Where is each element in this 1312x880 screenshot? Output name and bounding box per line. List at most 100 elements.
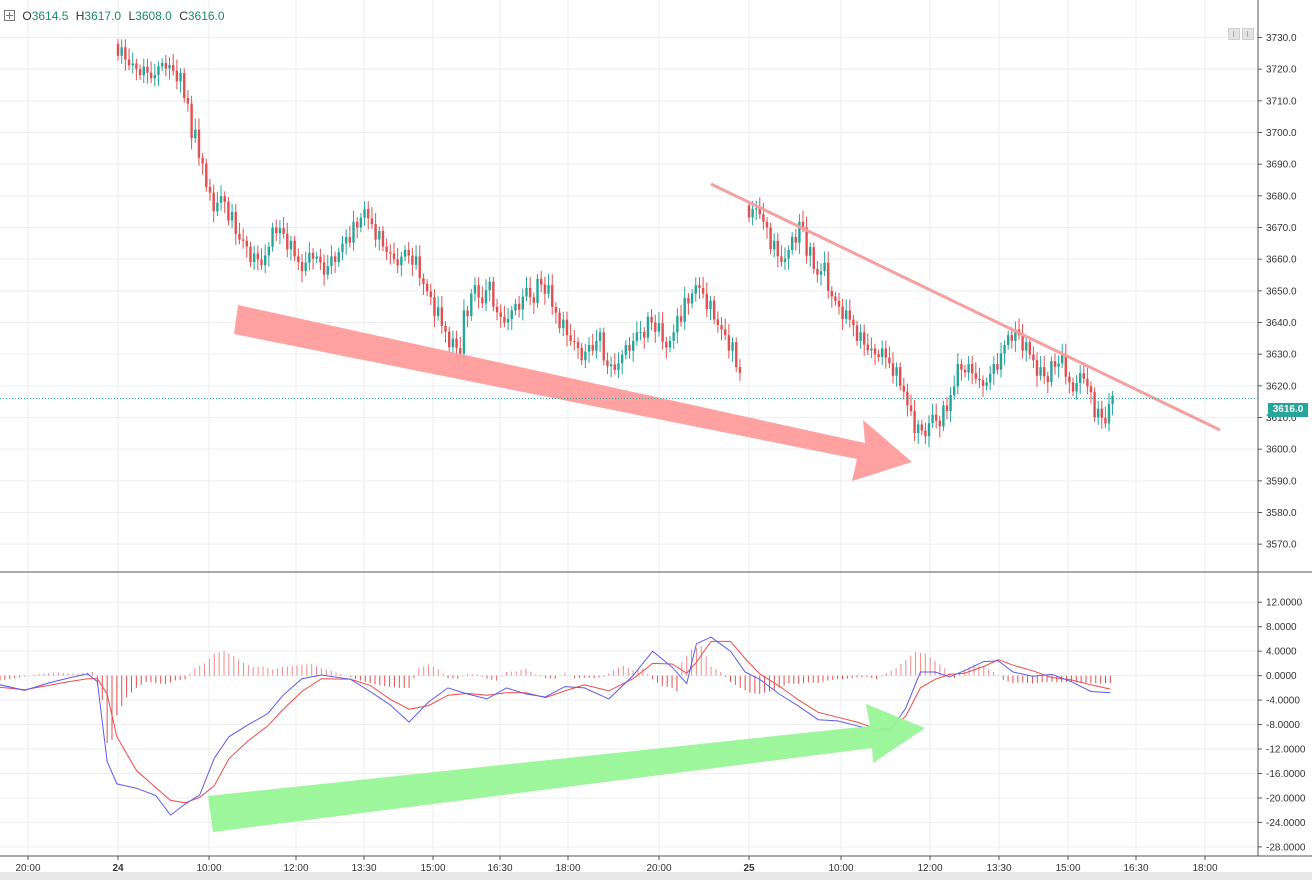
candle-body bbox=[791, 237, 794, 250]
macd-lines bbox=[0, 636, 1111, 816]
candle-body bbox=[870, 348, 873, 351]
candle-body bbox=[481, 297, 484, 304]
macd-tick-label: 0.0000 bbox=[1266, 671, 1297, 682]
candle-body bbox=[712, 300, 716, 320]
candle-body bbox=[805, 227, 808, 256]
candle-body bbox=[1079, 373, 1082, 383]
candle-body bbox=[798, 221, 801, 243]
candle-body bbox=[731, 342, 734, 351]
candle-body bbox=[433, 297, 436, 316]
candle-body bbox=[1086, 378, 1089, 387]
candle-body bbox=[396, 259, 399, 266]
candle-body bbox=[646, 316, 650, 338]
candle-body bbox=[521, 296, 524, 310]
candle-body bbox=[762, 214, 765, 222]
price-tick-label: 3610.0 bbox=[1266, 413, 1297, 424]
candle-body bbox=[845, 310, 848, 320]
candle-body bbox=[613, 364, 616, 370]
candle-body bbox=[543, 284, 547, 294]
candle-body bbox=[212, 192, 215, 212]
candle-body bbox=[628, 344, 631, 351]
candle-body bbox=[672, 332, 675, 341]
price-tick-label: 3670.0 bbox=[1266, 223, 1297, 234]
scale-up-icon[interactable] bbox=[1242, 28, 1254, 40]
candle-body bbox=[153, 74, 156, 79]
candle-body bbox=[374, 224, 377, 240]
candle-body bbox=[160, 62, 164, 67]
candle-body bbox=[967, 363, 970, 373]
drawings[interactable] bbox=[208, 182, 1221, 832]
candle-body bbox=[812, 247, 815, 269]
candle-body bbox=[127, 59, 131, 66]
candle-body bbox=[873, 348, 877, 355]
time-tick-label: 10:00 bbox=[828, 863, 853, 874]
candle-body bbox=[418, 256, 421, 279]
candle-body bbox=[1071, 382, 1075, 392]
candle-body bbox=[859, 332, 862, 341]
candle-body bbox=[780, 256, 783, 263]
candle-body bbox=[587, 344, 591, 352]
candle-body bbox=[562, 319, 565, 329]
candle-body bbox=[1014, 329, 1017, 341]
candle-body bbox=[981, 380, 985, 386]
candle-body bbox=[514, 303, 517, 311]
candle-body bbox=[1043, 367, 1046, 377]
candle-body bbox=[1039, 367, 1042, 376]
price-tick-label: 3600.0 bbox=[1266, 445, 1297, 456]
candle-body bbox=[297, 256, 300, 263]
candle-body bbox=[591, 344, 594, 351]
candle-body bbox=[899, 367, 902, 386]
price-tick-label: 3630.0 bbox=[1266, 350, 1297, 361]
candle-body bbox=[131, 63, 134, 66]
candle-body bbox=[311, 252, 315, 259]
candle-body bbox=[1032, 354, 1035, 361]
candle-body bbox=[657, 323, 661, 332]
candle-body bbox=[201, 157, 204, 164]
candle-body bbox=[164, 62, 168, 69]
candle-body bbox=[341, 243, 344, 253]
candle-body bbox=[551, 285, 554, 307]
price-tick-label: 3690.0 bbox=[1266, 160, 1297, 171]
candle-body bbox=[809, 247, 812, 256]
time-tick-label: 18:00 bbox=[555, 863, 580, 874]
candle-body bbox=[1075, 382, 1078, 392]
candle-body bbox=[687, 297, 690, 304]
candle-body bbox=[532, 297, 536, 303]
scale-down-icon[interactable] bbox=[1228, 28, 1240, 40]
last-price-tag: 3616.0 bbox=[1268, 403, 1308, 417]
candle-body bbox=[650, 316, 653, 323]
price-tick-label: 3700.0 bbox=[1266, 128, 1297, 139]
candle-body bbox=[300, 262, 304, 272]
candle-body bbox=[735, 342, 738, 368]
candle-body bbox=[403, 249, 407, 257]
candle-body bbox=[1010, 335, 1013, 341]
candle-body bbox=[1025, 342, 1028, 351]
candle-body bbox=[208, 186, 212, 193]
macd-tick-label: 12.0000 bbox=[1266, 598, 1303, 609]
candle-body bbox=[679, 316, 683, 322]
candle-body bbox=[448, 331, 451, 348]
bearish-trend-arrow bbox=[234, 305, 912, 481]
candle-body bbox=[459, 347, 462, 354]
candle-body bbox=[1107, 404, 1111, 424]
candle-body bbox=[787, 249, 790, 259]
macd-tick-label: 4.0000 bbox=[1266, 647, 1297, 658]
expand-icon[interactable] bbox=[4, 10, 15, 21]
candle-body bbox=[322, 262, 326, 275]
candle-body bbox=[528, 287, 532, 298]
time-tick-label: 18:00 bbox=[1192, 863, 1217, 874]
candle-body bbox=[282, 228, 285, 234]
candle-body bbox=[1046, 376, 1049, 383]
candle-body bbox=[888, 357, 891, 364]
candle-body bbox=[175, 70, 179, 82]
candle-body bbox=[747, 205, 751, 218]
candle-body bbox=[308, 252, 311, 263]
candle-body bbox=[540, 278, 543, 285]
low-value: 3608.0 bbox=[135, 9, 172, 23]
candle-body bbox=[234, 211, 237, 234]
candle-body bbox=[920, 424, 923, 431]
candle-body bbox=[1050, 361, 1053, 383]
signal-line bbox=[0, 640, 1111, 804]
candle-body bbox=[488, 281, 491, 291]
